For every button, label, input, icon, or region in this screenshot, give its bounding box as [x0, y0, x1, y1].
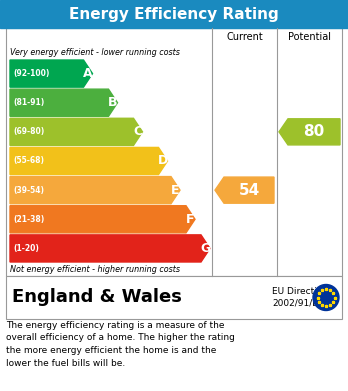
Text: Current: Current: [226, 32, 263, 42]
Text: C: C: [133, 126, 143, 138]
Text: EU Directive
2002/91/EC: EU Directive 2002/91/EC: [272, 287, 328, 308]
Text: England & Wales: England & Wales: [12, 289, 182, 307]
Polygon shape: [10, 60, 93, 87]
Text: Energy Efficiency Rating: Energy Efficiency Rating: [69, 7, 279, 22]
Text: (55-68): (55-68): [13, 156, 44, 165]
Text: Very energy efficient - lower running costs: Very energy efficient - lower running co…: [10, 48, 180, 57]
Text: 54: 54: [238, 183, 260, 197]
Text: (92-100): (92-100): [13, 69, 49, 78]
Text: A: A: [83, 67, 93, 80]
Text: (1-20): (1-20): [13, 244, 39, 253]
Polygon shape: [279, 119, 340, 145]
Polygon shape: [10, 89, 118, 116]
Bar: [0, 0, 348, 28]
Polygon shape: [10, 118, 142, 145]
Bar: [6, 276, 342, 319]
Text: The energy efficiency rating is a measure of the
overall efficiency of a home. T: The energy efficiency rating is a measur…: [6, 321, 235, 368]
Polygon shape: [10, 177, 180, 204]
Text: G: G: [200, 242, 211, 255]
Text: Potential: Potential: [288, 32, 331, 42]
Text: B: B: [108, 96, 118, 109]
Text: (69-80): (69-80): [13, 127, 44, 136]
Text: (81-91): (81-91): [13, 98, 44, 107]
Polygon shape: [215, 177, 274, 203]
Text: 80: 80: [303, 124, 325, 139]
Text: (21-38): (21-38): [13, 215, 44, 224]
Bar: [6, 28, 342, 276]
Polygon shape: [10, 235, 210, 262]
Text: E: E: [171, 184, 180, 197]
Polygon shape: [10, 206, 195, 233]
Text: Not energy efficient - higher running costs: Not energy efficient - higher running co…: [10, 265, 180, 274]
Circle shape: [313, 285, 339, 310]
Text: F: F: [186, 213, 195, 226]
Text: D: D: [158, 154, 168, 167]
Polygon shape: [10, 147, 167, 174]
Text: (39-54): (39-54): [13, 186, 44, 195]
